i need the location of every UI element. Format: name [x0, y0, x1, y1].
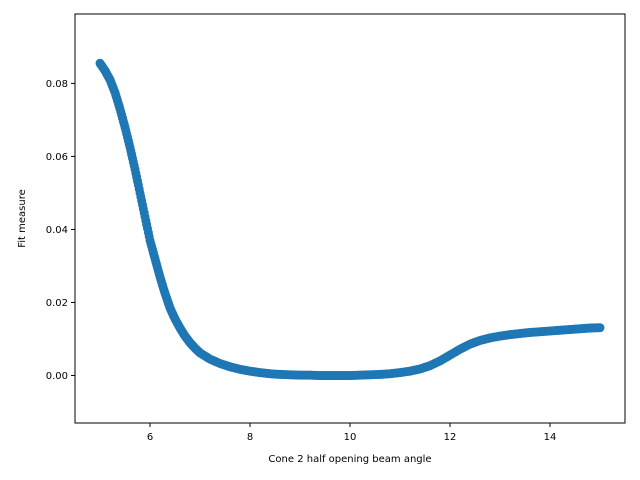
x-tick-label: 6	[147, 432, 153, 443]
y-tick-label: 0.08	[46, 79, 68, 90]
x-tick-label: 12	[444, 432, 457, 443]
y-tick-label: 0.00	[46, 371, 68, 382]
y-axis-label: Fit measure	[17, 189, 28, 248]
plot-frame	[74, 13, 626, 424]
y-tick-label: 0.02	[46, 298, 68, 309]
y-tick-label: 0.06	[46, 152, 68, 163]
y-axis-ticks: 0.00 0.02 0.04 0.06 0.08	[46, 79, 75, 382]
x-tick-label: 10	[344, 432, 357, 443]
x-tick-label: 14	[544, 432, 557, 443]
x-axis-label: Cone 2 half opening beam angle	[268, 454, 431, 465]
x-tick-label: 8	[247, 432, 253, 443]
data-points	[95, 58, 605, 381]
scatter-point	[595, 323, 605, 333]
y-tick-label: 0.04	[46, 225, 68, 236]
x-axis-ticks: 6 8 10 12 14	[147, 423, 557, 443]
